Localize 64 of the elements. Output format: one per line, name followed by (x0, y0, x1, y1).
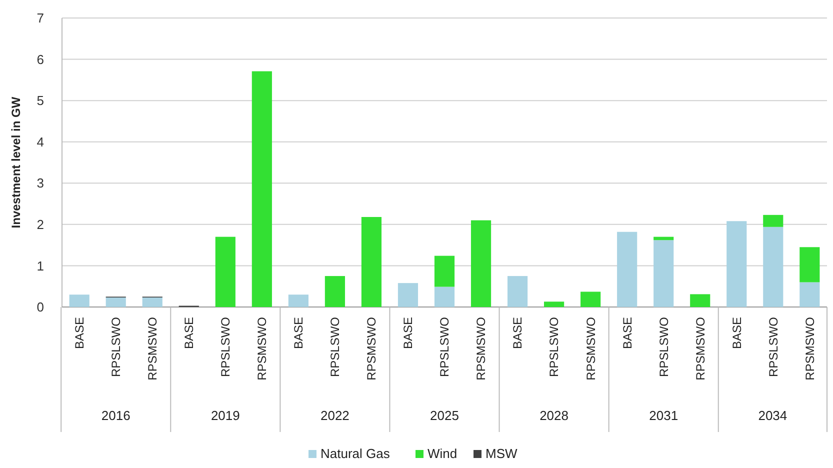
text: 2019 (210, 408, 240, 423)
bar (726, 221, 747, 307)
x-tick-label: RPSLSWO (438, 317, 452, 378)
x-tick-label: RPSLSWO (218, 317, 233, 378)
text: 2034 (758, 408, 788, 423)
bar (654, 240, 674, 307)
x-tick-label: BASE (730, 317, 744, 350)
y-tick-label: 1 (36, 258, 44, 274)
bar (106, 298, 126, 307)
x-tick-label: BASE (620, 317, 634, 350)
bar (252, 71, 272, 307)
x-tick-label: BASE (182, 317, 196, 350)
text: 2028 (540, 408, 569, 423)
text: 2025 (430, 408, 459, 423)
x-tick-label: RPSMSWO (474, 317, 488, 380)
x-tick-label: BASE (292, 317, 306, 350)
y-tick-label: 4 (36, 134, 44, 150)
bar (288, 294, 308, 307)
bar (507, 276, 528, 307)
text: 2022 (320, 408, 350, 423)
text: 2016 (101, 408, 130, 423)
x-tick-label: RPSMSWO (802, 317, 817, 380)
x-tick-label: RPSMSWO (255, 317, 270, 380)
x-tick-label: RPSMSWO (693, 317, 708, 380)
legend-label: MSW (486, 446, 518, 461)
y-axis-title: Investment level in GW (9, 96, 23, 228)
legend-label: Natural Gas (320, 446, 390, 461)
bar (142, 298, 162, 307)
legend-label: Wind (428, 446, 458, 461)
x-tick-label: BASE (72, 317, 87, 350)
y-tick-label: 0 (36, 300, 44, 315)
y-tick-label: 7 (36, 10, 44, 26)
bar (617, 232, 638, 307)
bar (69, 294, 90, 307)
x-tick-label: RPSLSWO (328, 317, 342, 378)
y-tick-label: 3 (36, 176, 44, 191)
bar (763, 214, 784, 227)
bar (544, 302, 564, 307)
bar (690, 294, 710, 307)
x-tick-label: RPSLSWO (656, 317, 671, 378)
x-tick-label: RPSLSWO (547, 317, 562, 378)
bar (434, 286, 455, 307)
bar (800, 282, 820, 307)
y-tick-label: 2 (36, 216, 44, 232)
x-tick-label: RPSLSWO (109, 317, 124, 378)
bar (361, 216, 382, 307)
bar (800, 247, 820, 282)
bar (398, 283, 418, 307)
bar (324, 276, 345, 307)
bar (215, 236, 236, 307)
x-tick-label: RPSMSWO (146, 317, 160, 380)
x-tick-label: BASE (401, 317, 416, 350)
bar (580, 292, 601, 307)
x-tick-label: RPSLSWO (766, 317, 780, 378)
x-tick-label: BASE (510, 317, 525, 350)
bar (654, 236, 674, 240)
bar (763, 226, 784, 307)
text: 2031 (649, 408, 678, 423)
bar (434, 256, 455, 287)
y-tick-label: 5 (36, 93, 44, 108)
x-tick-label: RPSMSWO (584, 317, 598, 380)
bar (470, 220, 492, 307)
y-tick-label: 6 (36, 52, 44, 67)
x-tick-label: RPSMSWO (364, 317, 379, 380)
